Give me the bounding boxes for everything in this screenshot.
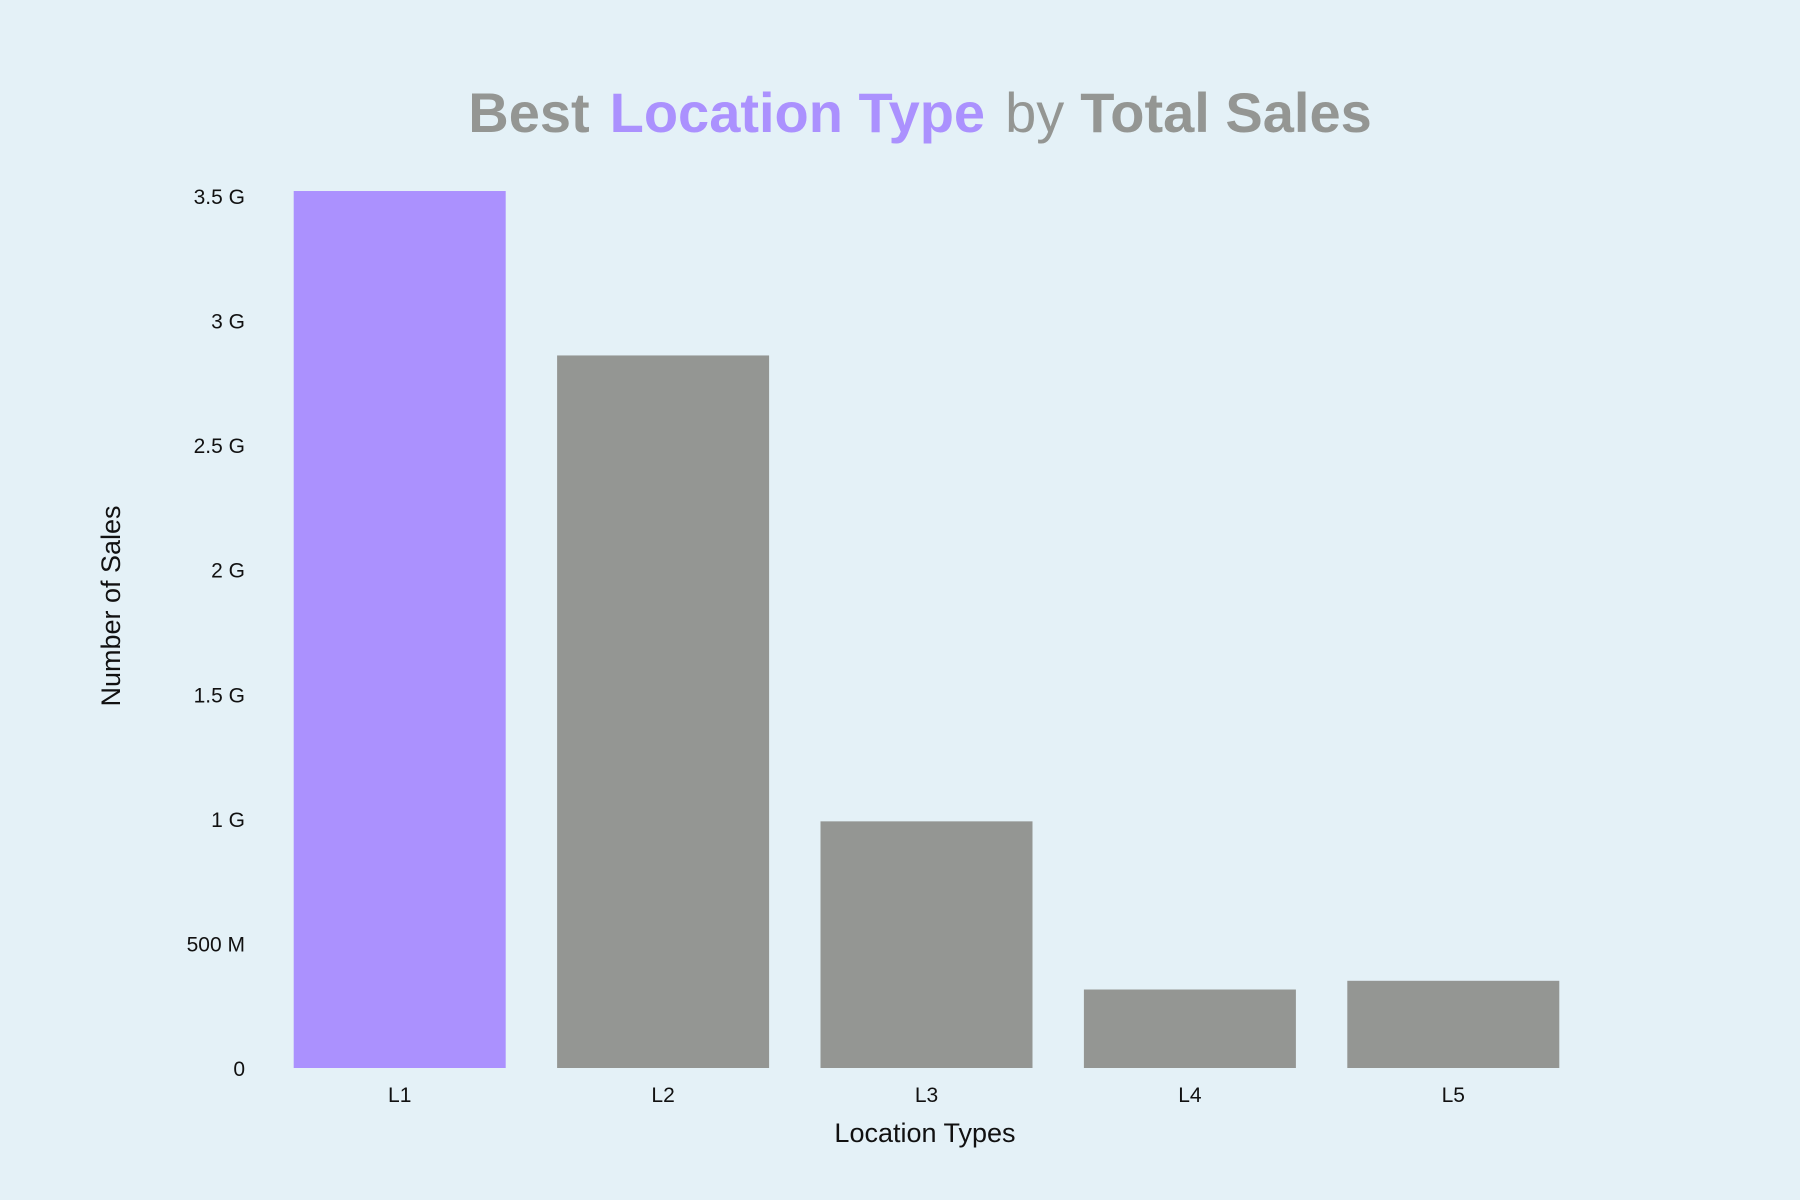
x-axis-ticks: L1 L2 L3 L4 L5 [388, 1084, 1465, 1107]
title-part-total-sales: Total Sales [1080, 81, 1372, 144]
y-tick-label: 1 G [211, 809, 245, 832]
y-tick-label: 2 G [211, 560, 245, 583]
title-part-location-type: Location Type [610, 81, 985, 144]
y-tick-label: 1.5 G [194, 684, 245, 707]
title-part-by: by [1005, 81, 1064, 144]
y-tick-label: 500 M [187, 933, 245, 956]
chart-title: Best Location Type by Total Sales [468, 81, 1372, 144]
y-axis-ticks: 0 500 M 1 G 1.5 G 2 G 2.5 G 3 G 3.5 G [187, 186, 245, 1081]
title-part-best: Best [468, 81, 589, 144]
y-tick-label: 3 G [211, 311, 245, 334]
x-tick-label-l4: L4 [1178, 1084, 1202, 1107]
y-tick-label: 2.5 G [194, 435, 245, 458]
x-tick-label-l5: L5 [1442, 1084, 1465, 1107]
bar-l2 [557, 355, 770, 1068]
bar-group [293, 191, 1560, 1068]
bar-l3 [820, 821, 1033, 1068]
bar-l4 [1083, 989, 1296, 1068]
x-tick-label-l3: L3 [915, 1084, 938, 1107]
y-tick-label: 0 [233, 1058, 245, 1081]
y-tick-label: 3.5 G [194, 186, 245, 209]
bar-l1 [293, 191, 506, 1068]
x-tick-label-l1: L1 [388, 1084, 411, 1107]
x-tick-label-l2: L2 [651, 1084, 674, 1107]
x-axis-title: Location Types [834, 1118, 1015, 1148]
bar-l5 [1347, 980, 1560, 1068]
y-axis-title: Number of Sales [96, 505, 126, 706]
